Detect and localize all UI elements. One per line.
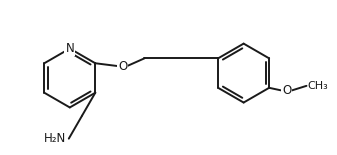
Text: O: O xyxy=(282,84,292,97)
Text: CH₃: CH₃ xyxy=(307,81,328,91)
Text: O: O xyxy=(118,60,127,73)
Text: H₂N: H₂N xyxy=(43,132,66,145)
Text: N: N xyxy=(65,42,74,55)
